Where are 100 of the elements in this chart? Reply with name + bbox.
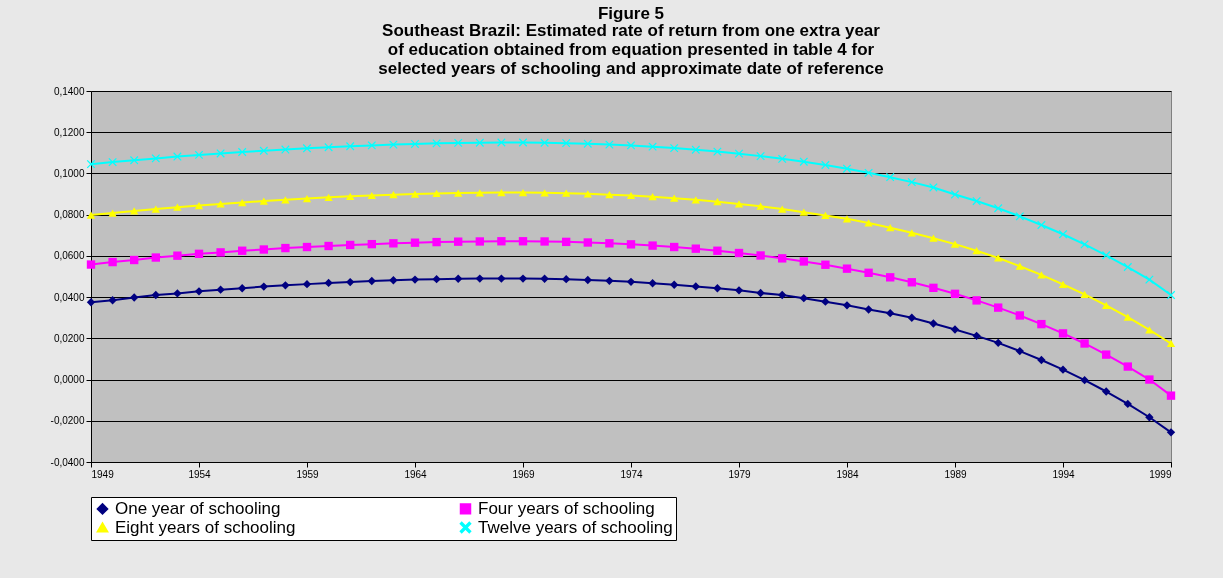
point (626, 191, 636, 200)
x-tick-label: 1949 (91, 468, 115, 480)
point (562, 237, 571, 247)
point (713, 284, 722, 293)
point (799, 257, 808, 266)
point (670, 280, 679, 289)
y-tick-label: 0,1000 (53, 167, 85, 179)
point (497, 188, 506, 197)
point (454, 189, 463, 197)
point (475, 138, 484, 147)
point (108, 296, 117, 305)
chart-subtitle: Southeast Brazil: Estimated rate of return from one extra year of education obtained from equation presented in table 4 for selected years of schooling and approximate date of reference (378, 21, 884, 78)
legend-label: Twelve years of schooling (478, 517, 673, 537)
point (346, 192, 355, 200)
point (1080, 290, 1089, 299)
point (907, 278, 916, 287)
point (886, 309, 895, 318)
point (497, 274, 506, 283)
point (130, 207, 139, 215)
point (302, 279, 312, 289)
point (691, 282, 700, 291)
point (864, 219, 873, 227)
point (1123, 362, 1132, 371)
point (648, 279, 657, 288)
point (302, 194, 312, 203)
point (1058, 230, 1068, 239)
point (1037, 319, 1046, 329)
point (778, 154, 787, 163)
point (410, 275, 420, 284)
point (950, 240, 960, 248)
point (562, 138, 571, 148)
point (864, 168, 873, 178)
point (151, 253, 160, 262)
y-tick-label: 0,0800 (53, 209, 85, 221)
x-tick-label: 1979 (728, 468, 752, 480)
point (778, 290, 787, 300)
point (1145, 375, 1154, 384)
legend-label: Eight years of schooling (115, 517, 296, 537)
point (454, 138, 463, 148)
point (238, 198, 247, 207)
point (194, 287, 204, 296)
point (886, 273, 895, 282)
point (151, 205, 160, 213)
point (518, 188, 528, 197)
point (950, 325, 960, 334)
point (540, 237, 549, 246)
point (583, 238, 592, 247)
point (713, 246, 722, 255)
point (454, 274, 463, 283)
point (151, 290, 160, 300)
point (346, 277, 355, 287)
point (518, 138, 528, 147)
y-tick-label: -0,0400 (50, 456, 85, 468)
point (1015, 311, 1024, 320)
point (734, 286, 744, 295)
x-tick-label: 1974 (620, 468, 644, 480)
point (670, 242, 679, 252)
point (108, 257, 117, 267)
point (259, 282, 268, 291)
point (1037, 220, 1046, 230)
x-tick-label: 1984 (836, 468, 860, 480)
point (173, 289, 182, 298)
point (670, 194, 679, 202)
point (799, 208, 808, 216)
point (972, 331, 981, 341)
x-tick-label: 1969 (512, 468, 536, 480)
point (86, 260, 96, 269)
point (281, 281, 290, 290)
point (907, 229, 916, 237)
point (518, 237, 528, 246)
point (1058, 365, 1068, 374)
point (950, 190, 960, 199)
point (324, 241, 333, 251)
point (216, 248, 225, 257)
point (994, 204, 1003, 213)
point (886, 172, 895, 182)
point (1102, 301, 1111, 309)
point (130, 293, 139, 302)
point (1123, 262, 1132, 272)
point (562, 275, 571, 284)
point (605, 276, 614, 286)
point (583, 275, 592, 285)
point (540, 274, 549, 283)
x-tick-label: 1959 (296, 468, 320, 480)
point (302, 242, 312, 252)
point (756, 251, 765, 260)
point (432, 189, 441, 198)
point (842, 164, 852, 173)
point (1102, 387, 1111, 396)
y-tick-label: 0,1400 (53, 85, 85, 97)
point (994, 254, 1003, 262)
point (1145, 326, 1154, 334)
point (670, 143, 679, 153)
point (238, 284, 247, 293)
point (238, 246, 247, 255)
point (1145, 413, 1154, 422)
point (562, 189, 571, 197)
point (259, 146, 268, 155)
point (886, 224, 895, 232)
point (1080, 339, 1089, 348)
